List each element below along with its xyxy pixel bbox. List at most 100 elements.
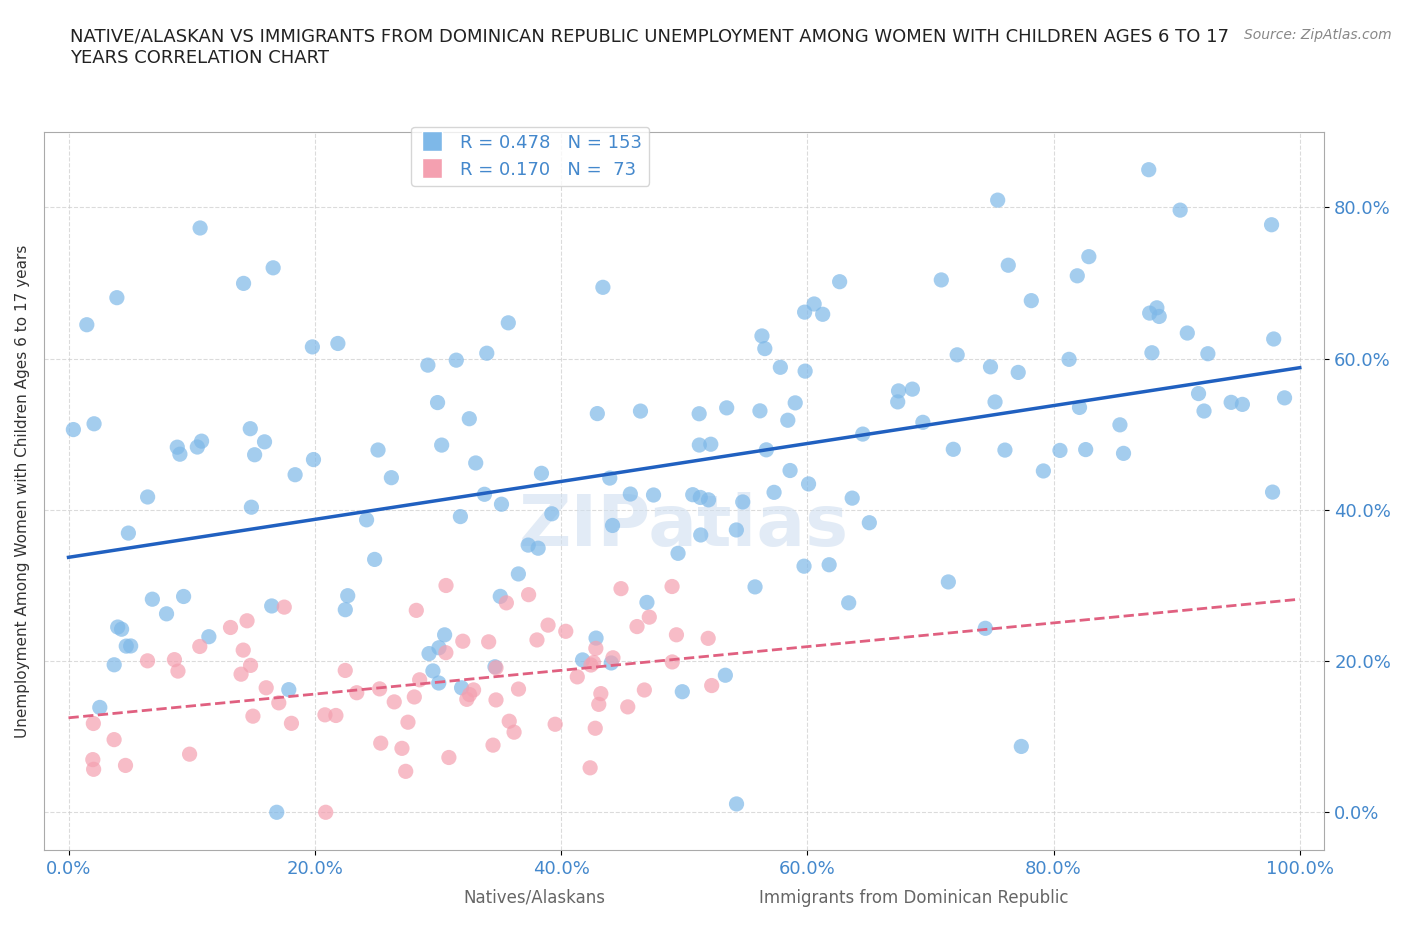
Point (1140, 345, 1163, 360)
Point (422, 663, 444, 678)
Point (818, 557, 841, 572)
Point (793, 559, 815, 574)
Point (236, 614, 259, 629)
Point (110, 622, 132, 637)
Point (579, 658, 602, 672)
Point (586, 406, 609, 421)
Point (427, 675, 450, 690)
Point (188, 220, 211, 235)
Point (314, 708, 336, 723)
Point (638, 610, 661, 625)
Point (141, 591, 163, 606)
Point (828, 274, 851, 289)
Point (103, 658, 125, 672)
Point (602, 518, 624, 533)
Point (571, 653, 593, 668)
Point (456, 692, 478, 707)
Point (599, 471, 621, 485)
Point (437, 751, 460, 765)
Point (633, 683, 655, 698)
Point (336, 589, 359, 604)
Point (936, 575, 959, 590)
Point (380, 471, 402, 485)
Point (115, 639, 138, 654)
Point (744, 579, 766, 594)
Point (661, 655, 683, 670)
Point (433, 628, 456, 643)
Point (841, 491, 863, 506)
Point (495, 595, 517, 610)
Point (911, 415, 934, 430)
Point (253, 434, 276, 449)
Text: NATIVE/ALASKAN VS IMMIGRANTS FROM DOMINICAN REPUBLIC UNEMPLOYMENT AMONG WOMEN WI: NATIVE/ALASKAN VS IMMIGRANTS FROM DOMINI… (70, 28, 1229, 67)
Point (582, 655, 605, 670)
Point (103, 732, 125, 747)
Point (731, 495, 754, 510)
Point (335, 603, 357, 618)
Point (697, 492, 720, 507)
Point (405, 603, 427, 618)
Point (427, 641, 450, 656)
Point (232, 643, 254, 658)
Point (301, 339, 323, 354)
Point (382, 695, 405, 710)
Point (508, 682, 530, 697)
Point (1109, 418, 1132, 432)
Point (979, 359, 1001, 374)
Point (1007, 365, 1029, 379)
Point (188, 639, 211, 654)
Point (105, 290, 128, 305)
Point (697, 631, 720, 645)
Point (517, 538, 540, 552)
Point (616, 699, 638, 714)
Point (498, 714, 520, 729)
Point (1232, 397, 1254, 412)
Point (277, 683, 299, 698)
Point (636, 595, 658, 610)
Point (769, 360, 792, 375)
Point (1146, 300, 1168, 315)
Point (62, 422, 84, 437)
Point (169, 446, 191, 461)
Point (942, 442, 965, 457)
Point (1057, 352, 1080, 366)
Point (763, 485, 786, 499)
Point (508, 566, 530, 581)
Point (239, 421, 262, 436)
Point (540, 506, 562, 521)
Point (779, 463, 801, 478)
Point (1137, 162, 1160, 177)
Point (136, 489, 159, 504)
Point (173, 589, 195, 604)
Point (404, 689, 426, 704)
Point (984, 394, 1007, 409)
Point (1192, 404, 1215, 418)
Point (302, 452, 325, 467)
Point (811, 307, 834, 322)
Text: Natives/Alaskans: Natives/Alaskans (464, 889, 605, 907)
Point (434, 645, 457, 660)
Point (671, 684, 693, 699)
Point (526, 632, 548, 647)
Point (1049, 443, 1071, 458)
Point (666, 546, 689, 561)
Point (665, 628, 688, 643)
Point (785, 395, 807, 410)
Point (1175, 326, 1198, 340)
Point (391, 741, 413, 756)
Point (751, 328, 773, 343)
Point (661, 579, 683, 594)
Point (356, 512, 378, 527)
Legend: R = 0.478   N = 153, R = 0.170   N =  73: R = 0.478 N = 153, R = 0.170 N = 73 (412, 126, 650, 186)
Point (700, 437, 723, 452)
Point (239, 658, 262, 672)
Point (458, 687, 481, 702)
Point (89, 700, 111, 715)
Point (858, 515, 880, 530)
Point (260, 599, 283, 614)
Point (1220, 395, 1243, 410)
Point (242, 709, 264, 724)
Point (485, 660, 508, 675)
Point (682, 487, 704, 502)
Point (1187, 386, 1209, 401)
